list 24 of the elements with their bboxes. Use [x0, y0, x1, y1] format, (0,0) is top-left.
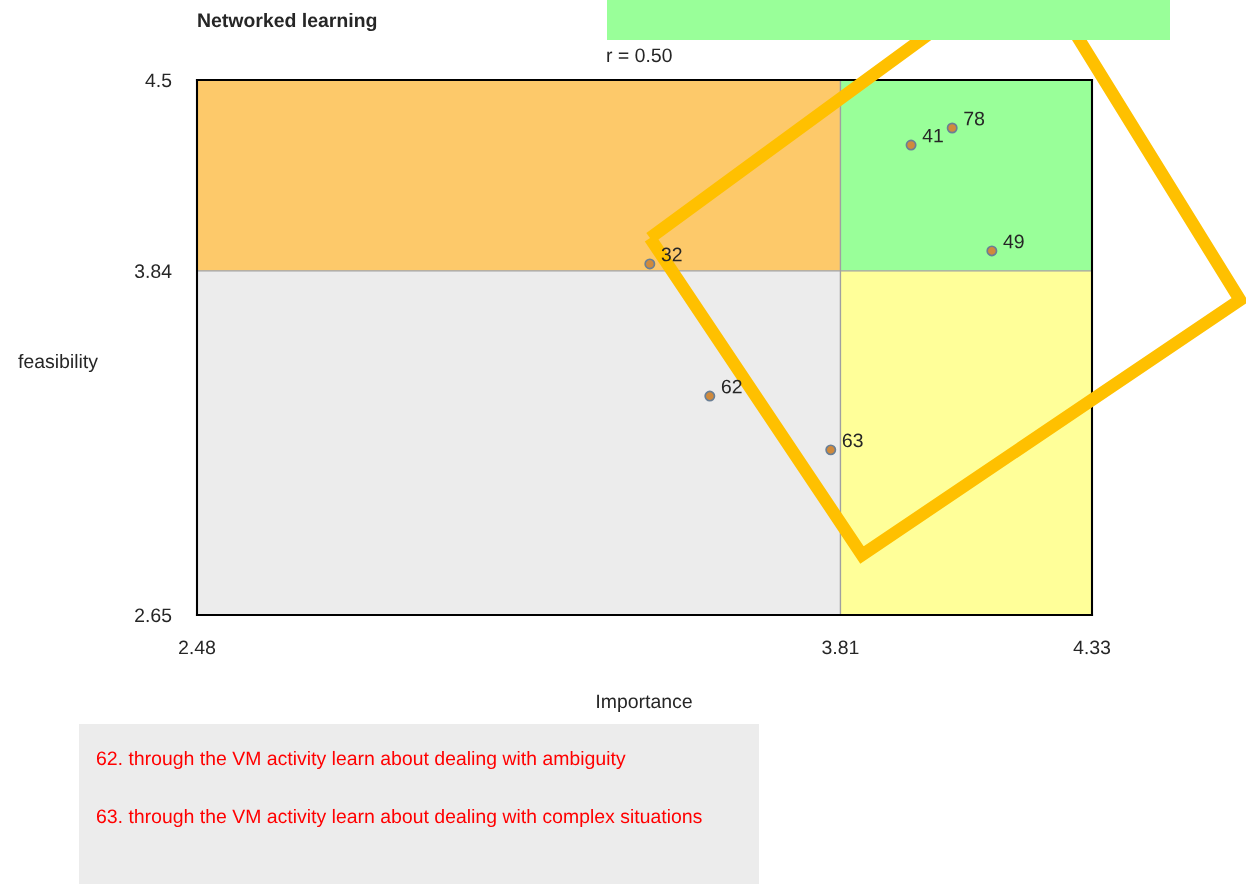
annotation: 78 — [964, 111, 985, 126]
x-tick-label: 3.81 — [822, 640, 859, 655]
text: 63. through the VM activity learn about dealing with complex situations — [96, 808, 702, 828]
annotation: 63 — [842, 433, 863, 448]
point — [946, 122, 958, 134]
y-tick-label: 4.5 — [145, 73, 172, 88]
y-tick-label: 3.84 — [134, 264, 172, 279]
annotation: 49 — [1003, 234, 1024, 249]
point — [644, 258, 656, 270]
annotation: 32 — [661, 247, 682, 262]
x-axis-title: Importance — [597, 694, 692, 713]
y-axis-title: feasibility — [18, 353, 98, 373]
point — [704, 390, 716, 402]
chart-title: Networked learning — [198, 12, 377, 32]
y-tick-label: 2.65 — [135, 608, 172, 623]
point — [825, 444, 837, 456]
annotation: 41 — [922, 128, 943, 143]
point — [986, 245, 998, 257]
annotation: 62 — [721, 379, 742, 394]
text: r = 0.50 — [607, 48, 672, 63]
x-tick-label: 4.33 — [1073, 640, 1111, 655]
x-tick-label: 2.48 — [179, 640, 216, 655]
point — [905, 139, 917, 151]
text: 62. through the VM activity learn about dealing with ambiguity — [96, 750, 626, 770]
